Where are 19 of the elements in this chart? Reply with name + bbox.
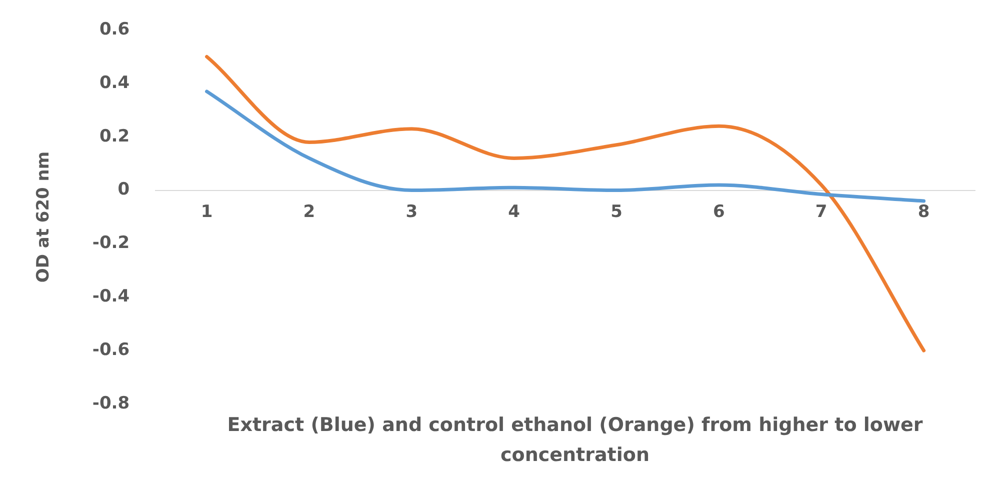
y-tick-label: 0.6 xyxy=(99,19,130,40)
y-axis-title: OD at 620 nm xyxy=(34,151,54,283)
x-tick-label: 7 xyxy=(815,202,828,222)
y-tick-label: -0.2 xyxy=(92,233,130,254)
y-tick-label: -0.6 xyxy=(92,340,130,360)
x-tick-label: 6 xyxy=(713,202,725,222)
x-tick-label: 1 xyxy=(200,202,213,222)
x-tick-label: 5 xyxy=(610,202,622,222)
x-tick-label: 3 xyxy=(406,202,418,222)
x-tick-label: 8 xyxy=(918,202,930,222)
x-tick-label: 2 xyxy=(303,202,316,222)
y-tick-label: -0.4 xyxy=(92,286,130,307)
y-tick-label: 0.4 xyxy=(99,72,130,93)
y-tick-label: 0 xyxy=(118,180,130,200)
x-axis-title: Extract (Blue) and control ethanol (Orange) from higher to lower concentration xyxy=(226,413,924,468)
x-tick-label: 4 xyxy=(508,202,520,222)
y-tick-label: 0.2 xyxy=(99,126,130,146)
y-tick-label: -0.8 xyxy=(92,393,130,414)
line-series xyxy=(205,90,926,203)
